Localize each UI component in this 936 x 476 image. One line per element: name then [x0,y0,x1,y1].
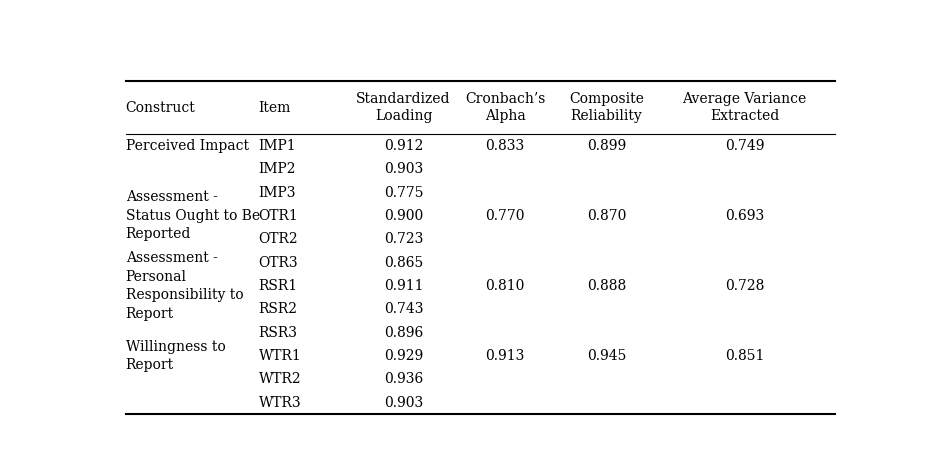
Text: 0.929: 0.929 [384,349,423,363]
Text: IMP1: IMP1 [258,139,296,153]
Text: 0.903: 0.903 [384,162,423,176]
Text: Cronbach’s
Alpha: Cronbach’s Alpha [465,92,546,123]
Text: Item: Item [258,100,291,115]
Text: IMP3: IMP3 [258,186,296,199]
Text: 0.770: 0.770 [486,209,525,223]
Text: 0.936: 0.936 [384,372,423,387]
Text: 0.865: 0.865 [384,256,423,269]
Text: Assessment -
Status Ought to Be
Reported: Assessment - Status Ought to Be Reported [125,190,260,241]
Text: Construct: Construct [125,100,196,115]
Text: 0.723: 0.723 [384,232,423,246]
Text: Composite
Reliability: Composite Reliability [569,92,644,123]
Text: OTR1: OTR1 [258,209,299,223]
Text: WTR2: WTR2 [258,372,301,387]
Text: OTR2: OTR2 [258,232,298,246]
Text: 0.870: 0.870 [587,209,626,223]
Text: Perceived Impact: Perceived Impact [125,139,249,153]
Text: Assessment -
Personal
Responsibility to
Report: Assessment - Personal Responsibility to … [125,251,243,320]
Text: 0.728: 0.728 [724,279,764,293]
Text: 0.888: 0.888 [587,279,626,293]
Text: 0.912: 0.912 [384,139,423,153]
Text: 0.899: 0.899 [587,139,626,153]
Text: 0.911: 0.911 [384,279,423,293]
Text: 0.945: 0.945 [587,349,626,363]
Text: WTR1: WTR1 [258,349,301,363]
Text: 0.896: 0.896 [384,326,423,340]
Text: Standardized
Loading: Standardized Loading [357,92,451,123]
Text: RSR2: RSR2 [258,302,298,317]
Text: 0.743: 0.743 [384,302,423,317]
Text: RSR3: RSR3 [258,326,298,340]
Text: 0.903: 0.903 [384,396,423,410]
Text: 0.810: 0.810 [486,279,525,293]
Text: Average Variance
Extracted: Average Variance Extracted [682,92,807,123]
Text: 0.775: 0.775 [384,186,423,199]
Text: 0.833: 0.833 [486,139,525,153]
Text: IMP2: IMP2 [258,162,296,176]
Text: 0.749: 0.749 [724,139,764,153]
Text: OTR3: OTR3 [258,256,298,269]
Text: 0.851: 0.851 [724,349,764,363]
Text: RSR1: RSR1 [258,279,298,293]
Text: 0.693: 0.693 [724,209,764,223]
Text: WTR3: WTR3 [258,396,301,410]
Text: Willingness to
Report: Willingness to Report [125,340,226,372]
Text: 0.913: 0.913 [486,349,525,363]
Text: 0.900: 0.900 [384,209,423,223]
